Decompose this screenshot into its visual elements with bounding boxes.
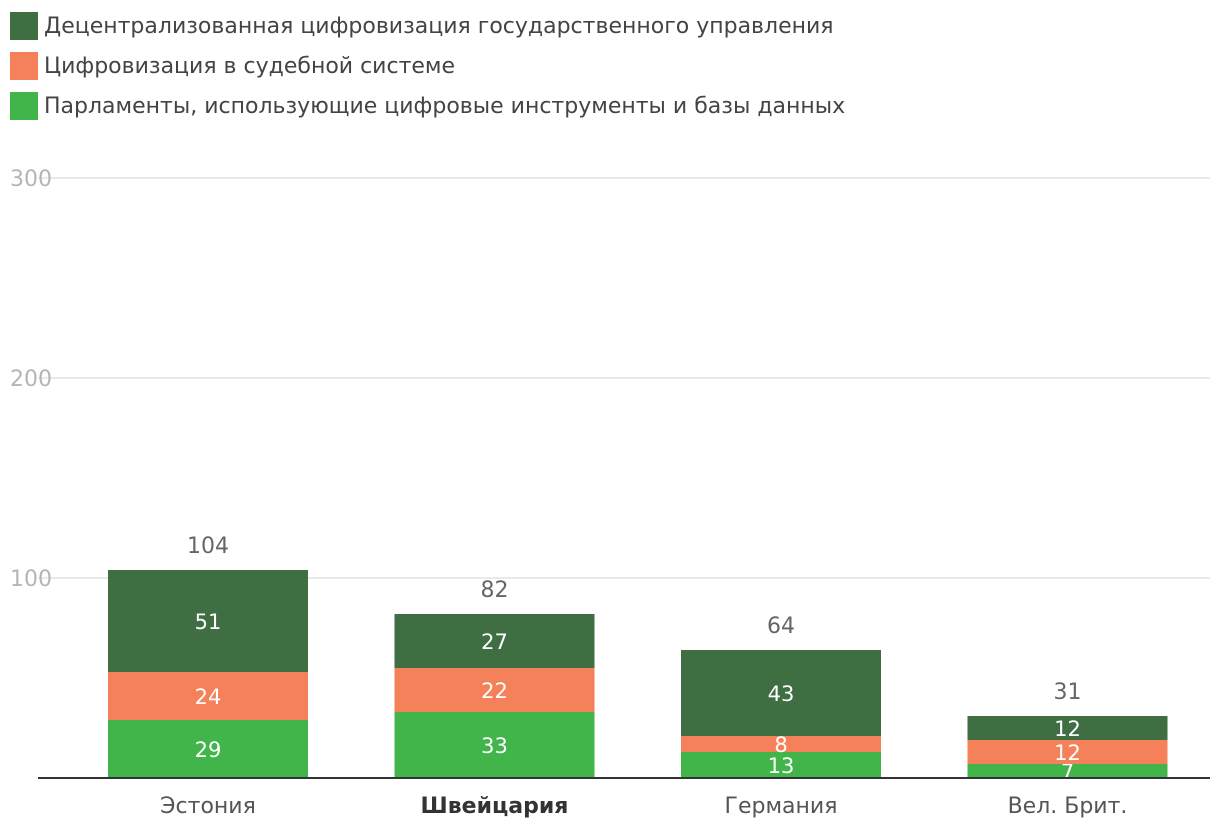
legend-item: Парламенты, использующие цифровые инстру… [10,90,845,122]
segment-value-label: 13 [768,754,795,778]
y-tick-label: 300 [10,167,52,192]
legend-label: Децентрализованная цифровизация государс… [44,13,834,39]
bar-segment [967,716,1168,740]
bar-segment [108,720,308,778]
total-value-label: 104 [187,534,229,559]
legend-item: Децентрализованная цифровизация государс… [10,10,845,42]
segment-value-label: 12 [1054,717,1081,741]
segment-value-label: 29 [195,738,222,762]
bar-segment [108,570,308,672]
y-tick-label: 200 [10,367,52,392]
segment-value-label: 12 [1054,741,1081,765]
legend-swatch [10,12,38,40]
bar-segment [681,736,881,752]
total-value-label: 82 [481,578,509,603]
category-label: Швейцария [421,794,569,819]
bar-segment [967,740,1168,764]
category-label: Эстония [160,794,256,819]
segment-value-label: 43 [768,682,795,706]
category-label: Германия [725,794,838,819]
bar-segment [681,752,881,778]
bar-segment [394,668,595,712]
total-value-label: 31 [1054,680,1082,705]
total-value-label: 64 [767,614,795,639]
bar-segment [108,672,308,720]
y-tick-label: 100 [10,567,52,592]
bar-segment [394,712,595,778]
bar-segment [681,650,881,736]
legend-label: Цифровизация в судебной системе [44,53,456,79]
legend-swatch [10,52,38,80]
segment-value-label: 22 [481,679,508,703]
segment-value-label: 33 [481,734,508,758]
category-label: Вел. Брит. [1008,794,1128,819]
segment-value-label: 24 [195,685,222,709]
bar-segment [394,614,595,668]
legend: Децентрализованная цифровизация государс… [10,10,845,130]
segment-value-label: 27 [481,630,508,654]
bar-segment [967,764,1168,778]
legend-item: Цифровизация в судебной системе [10,50,845,82]
legend-swatch [10,92,38,120]
legend-label: Парламенты, использующие цифровые инстру… [44,93,846,119]
segment-value-label: 8 [774,733,787,757]
segment-value-label: 51 [195,610,222,634]
